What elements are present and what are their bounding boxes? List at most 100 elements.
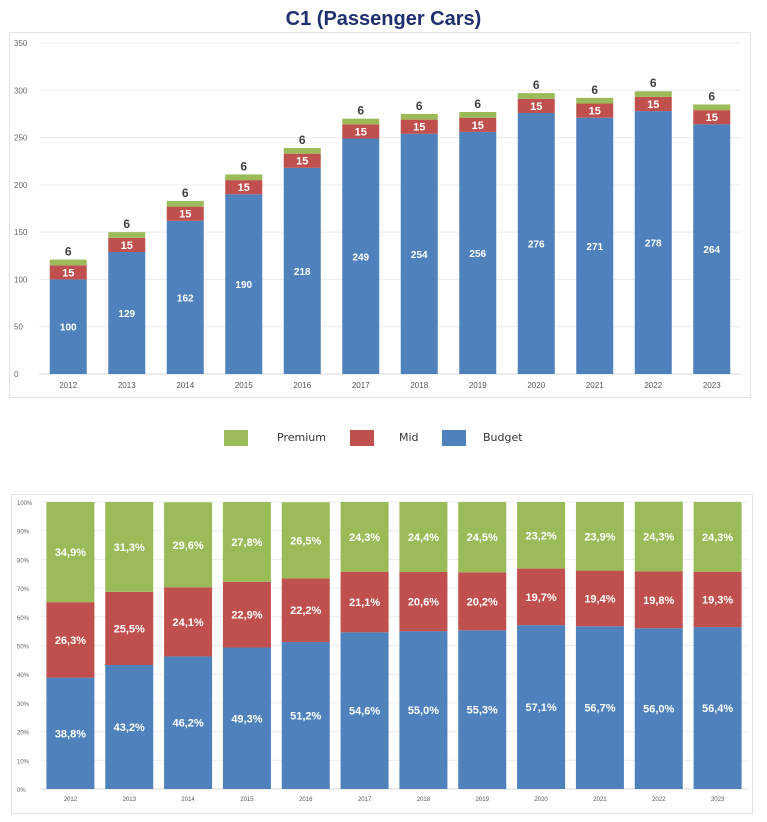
bar-segment-premium	[166, 200, 204, 207]
x-tick-label: 2017	[352, 381, 370, 390]
data-label-premium: 27,8%	[231, 537, 262, 549]
data-label-mid: 15	[355, 126, 367, 138]
data-label-premium: 23,2%	[525, 530, 556, 542]
x-tick-label: 2017	[358, 797, 372, 803]
data-label-budget: 129	[118, 309, 135, 320]
data-label-premium: 24,3%	[702, 532, 733, 544]
data-label-budget: 218	[294, 267, 311, 278]
bar-segment-premium	[164, 502, 213, 588]
bar-segment-mid	[225, 180, 263, 195]
bar-segment-budget	[342, 138, 380, 374]
data-label-premium: 34,9%	[55, 547, 86, 559]
bar-segment-premium	[399, 502, 448, 573]
data-label-premium: 6	[650, 76, 657, 90]
bar-segment-mid	[342, 124, 380, 139]
bar-segment-premium	[105, 502, 154, 592]
legend-swatch-mid	[350, 430, 374, 446]
bar-segment-budget	[108, 252, 146, 374]
bar-segment-budget	[222, 647, 271, 789]
legend-label-budget: Budget	[483, 431, 523, 444]
data-label-premium: 6	[299, 133, 306, 147]
data-label-budget: 256	[469, 249, 486, 260]
bar-segment-premium	[458, 502, 507, 573]
y-tick-label: 90%	[17, 530, 30, 536]
data-label-mid: 15	[472, 120, 484, 132]
data-label-budget: 56,4%	[702, 703, 733, 715]
x-tick-label: 2019	[469, 381, 487, 390]
bar-segment-premium	[340, 502, 389, 572]
absolute-sales-chart: 0 50 100 150 200 250 300 350 100 15 6 2012 129 15 6 201…	[14, 39, 741, 390]
bar-segment-budget	[340, 632, 389, 789]
bar-segment-premium	[281, 502, 330, 579]
bar-segment-mid	[693, 110, 731, 125]
y-tick-label: 50	[14, 323, 23, 332]
data-label-premium: 23,9%	[584, 531, 615, 543]
data-label-mid: 26,3%	[55, 635, 86, 647]
data-label-mid: 15	[62, 267, 74, 279]
bar-segment-mid	[576, 103, 614, 118]
data-label-mid: 15	[121, 240, 133, 252]
y-tick-label: 20%	[17, 731, 30, 737]
data-label-premium: 6	[591, 83, 598, 97]
data-label-mid: 20,6%	[408, 597, 439, 609]
y-tick-label: 50%	[17, 645, 30, 651]
bar-segment-mid	[105, 591, 154, 666]
x-tick-label: 2023	[711, 797, 725, 803]
x-tick-label: 2016	[299, 797, 313, 803]
bar-segment-budget	[46, 677, 95, 789]
bar-segment-premium	[517, 502, 566, 569]
data-label-budget: 278	[645, 239, 662, 250]
bar-segment-budget	[517, 625, 566, 789]
data-label-mid: 15	[706, 112, 718, 124]
x-tick-label: 2021	[586, 381, 604, 390]
data-label-mid: 15	[179, 209, 191, 221]
y-tick-label: 70%	[17, 587, 30, 593]
bar-segment-mid	[108, 237, 146, 253]
bar-segment-budget	[634, 111, 672, 374]
x-tick-label: 2015	[240, 797, 254, 803]
bar-segment-budget	[105, 665, 154, 789]
bar-segment-budget	[49, 279, 87, 374]
data-label-mid: 15	[589, 106, 601, 118]
bar-segment-mid	[283, 153, 321, 168]
data-label-budget: 54,6%	[349, 706, 380, 718]
y-tick-label: 100%	[17, 501, 33, 507]
data-label-budget: 100	[60, 323, 77, 334]
x-tick-label: 2020	[534, 797, 548, 803]
data-label-budget: 55,0%	[408, 705, 439, 717]
y-tick-label: 0	[14, 370, 19, 379]
y-tick-label: 80%	[17, 558, 30, 564]
data-label-premium: 6	[240, 159, 247, 173]
data-label-mid: 22,2%	[290, 605, 321, 617]
bar-segment-premium	[400, 113, 438, 120]
data-label-mid: 22,9%	[231, 610, 262, 622]
bar-segment-premium	[342, 118, 380, 125]
bar-segment-budget	[164, 656, 213, 789]
bar-segment-budget	[634, 628, 683, 789]
x-tick-label: 2013	[118, 381, 136, 390]
bar-segment-budget	[400, 133, 438, 374]
data-label-budget: 46,2%	[172, 718, 203, 730]
bar-segment-budget	[576, 117, 614, 374]
x-tick-label: 2022	[652, 797, 666, 803]
x-tick-label: 2012	[59, 381, 77, 390]
data-label-premium: 6	[533, 78, 540, 92]
share-chart-panel: 0% 10% 20% 30% 40% 50% 60% 70% 80% 90% 100% 38,8% 26…	[11, 494, 753, 814]
data-label-budget: 51,2%	[290, 711, 321, 723]
data-label-mid: 19,8%	[643, 595, 674, 607]
bar-segment-premium	[459, 112, 497, 118]
x-tick-label: 2015	[235, 381, 253, 390]
page-title: C1 (Passenger Cars)	[285, 8, 482, 30]
bar-segment-mid	[459, 117, 497, 132]
data-label-premium: 6	[474, 97, 481, 111]
bar-segment-premium	[634, 91, 672, 97]
bar-segment-budget	[693, 124, 731, 375]
bar-segment-mid	[517, 568, 566, 626]
data-label-mid: 15	[530, 101, 542, 113]
absolute-sales-chart-panel: 0 50 100 150 200 250 300 350 100 15 6 2012 129 15 6 201…	[9, 32, 751, 398]
bar-segment-budget	[166, 220, 204, 374]
bar-segment-premium	[225, 174, 263, 181]
data-label-budget: 38,8%	[55, 728, 86, 740]
bar-segment-budget	[458, 630, 507, 789]
bar-segment-mid	[399, 572, 448, 632]
